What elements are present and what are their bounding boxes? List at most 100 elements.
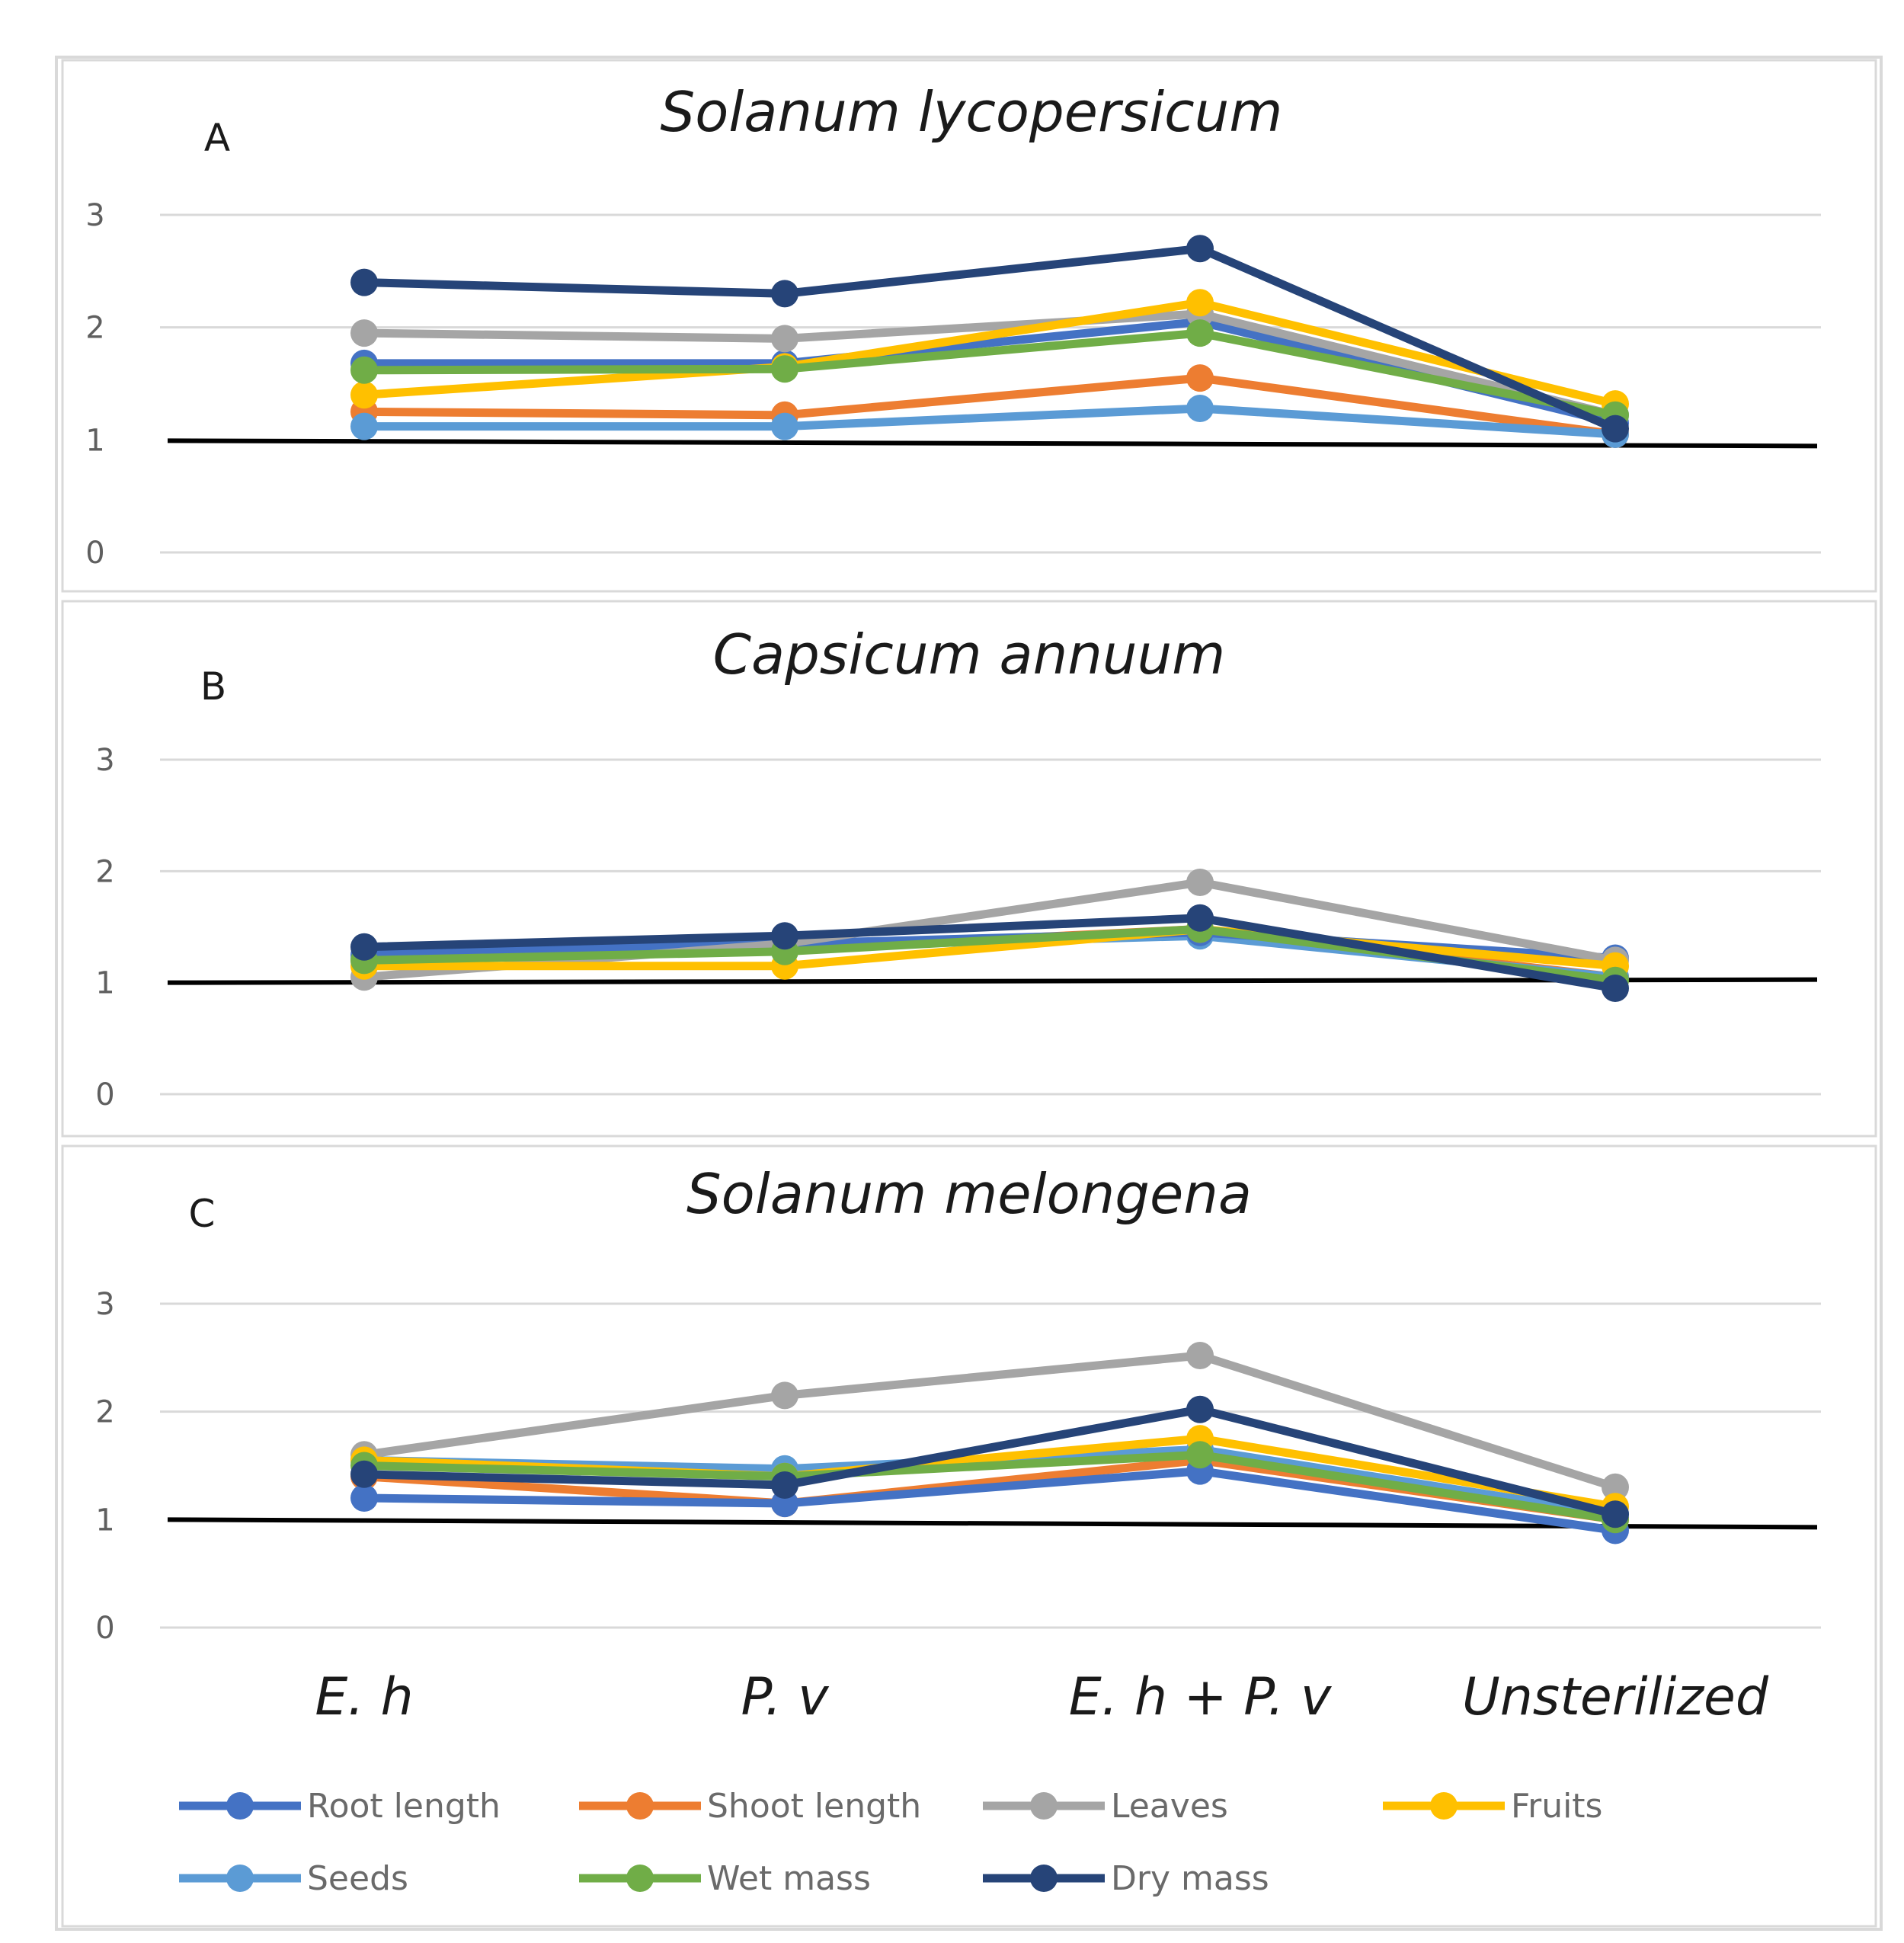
data-point-leaves — [1602, 1473, 1629, 1501]
y-tick-label: 1 — [95, 966, 114, 1001]
data-point-leaves — [771, 1381, 798, 1410]
legend-label: Wet mass — [707, 1859, 871, 1898]
figure-frame — [55, 56, 1883, 1931]
series-line-leaves — [363, 309, 1617, 420]
panel-letter: C — [189, 1192, 216, 1236]
x-category-label: P. v — [741, 1667, 830, 1727]
data-point-dry-mass — [1186, 1395, 1214, 1423]
data-point-dry-mass — [1186, 904, 1214, 932]
data-point-shoot-length — [1186, 364, 1214, 392]
legend-label: Root length — [307, 1787, 501, 1826]
series-line-fruits — [363, 298, 1617, 408]
data-point-seeds — [350, 412, 378, 440]
y-tick-label: 1 — [85, 423, 104, 458]
x-category-label: E. h — [315, 1667, 413, 1727]
data-point-leaves — [1186, 1342, 1214, 1369]
panel-title: Solanum lycopersicum — [661, 80, 1283, 144]
data-point-leaves — [350, 319, 378, 347]
reference-line — [167, 438, 1818, 449]
data-point-fruits — [1186, 289, 1214, 317]
legend-label: Leaves — [1111, 1787, 1228, 1826]
y-tick-label: 3 — [95, 743, 114, 778]
legend-label: Fruits — [1511, 1787, 1602, 1826]
data-point-wet-mass — [771, 355, 798, 383]
data-point-dry-mass — [350, 1460, 378, 1488]
legend-item-root-length: Root length — [179, 1787, 501, 1826]
data-point-fruits — [350, 381, 378, 409]
y-tick-label: 1 — [95, 1503, 114, 1538]
series-dry-mass — [350, 1395, 1629, 1528]
legend-item-dry-mass: Dry mass — [983, 1859, 1269, 1898]
series-dry-mass — [350, 904, 1629, 1002]
legend-label: Seeds — [307, 1859, 408, 1898]
data-point-seeds — [771, 412, 798, 440]
panel-border — [61, 1144, 1877, 1928]
data-point-dry-mass — [1186, 235, 1214, 263]
legend-item-fruits: Fruits — [1383, 1787, 1602, 1826]
data-point-leaves — [1186, 869, 1214, 896]
y-tick-label: 2 — [85, 311, 104, 346]
legend-item-wet-mass: Wet mass — [579, 1859, 871, 1898]
series-line-dry-mass — [363, 914, 1616, 993]
data-point-wet-mass — [1186, 1441, 1214, 1469]
data-point-dry-mass — [1602, 415, 1629, 443]
series-line-shoot-length — [363, 373, 1616, 439]
legend: Root length Shoot length Leaves Fruits Seeds… — [179, 1787, 1602, 1898]
series-line-dry-mass — [363, 1405, 1617, 1519]
y-tick-label: 2 — [95, 1395, 114, 1430]
data-point-dry-mass — [1602, 1500, 1629, 1528]
legend-swatch-marker — [1430, 1792, 1458, 1820]
series-line-seeds — [364, 404, 1616, 439]
panel-letter: A — [204, 116, 230, 160]
legend-swatch-marker — [1030, 1865, 1058, 1892]
legend-swatch-marker — [226, 1792, 254, 1820]
panel-title: Capsicum annuum — [713, 623, 1226, 687]
x-axis-labels: E. h P. v E. h + P. v Unsterilized — [315, 1667, 1769, 1727]
data-point-dry-mass — [771, 922, 798, 950]
data-point-dry-mass — [1602, 975, 1629, 1002]
x-category-label: Unsterilized — [1462, 1667, 1769, 1727]
data-point-wet-mass — [1186, 319, 1214, 347]
legend-swatch-marker — [1030, 1792, 1058, 1820]
y-tick-label: 3 — [95, 1287, 114, 1322]
panel-a: 0 1 2 3 A Solanum lycopersicum — [61, 59, 1877, 593]
data-point-wet-mass — [350, 356, 378, 384]
y-tick-label: 0 — [95, 1611, 114, 1646]
y-tick-label: 3 — [85, 198, 104, 233]
y-tick-label: 2 — [95, 854, 114, 889]
x-category-label: E. h + P. v — [1069, 1667, 1333, 1727]
data-point-seeds — [1186, 395, 1214, 422]
y-tick-label: 0 — [95, 1077, 114, 1112]
legend-swatch-marker — [626, 1865, 654, 1892]
y-tick-label: 0 — [85, 536, 104, 571]
series-seeds — [350, 395, 1629, 448]
data-point-dry-mass — [771, 1471, 798, 1499]
legend-item-leaves: Leaves — [983, 1787, 1228, 1826]
legend-label: Shoot length — [707, 1787, 921, 1826]
panel-border — [61, 600, 1877, 1138]
series-line-wet-mass — [363, 1450, 1616, 1524]
panel-c: 0 1 2 3 C Solanum melongena — [61, 1144, 1877, 1928]
data-point-root-length — [350, 1484, 378, 1512]
panel-title: Solanum melongena — [686, 1162, 1252, 1226]
panel-border — [61, 59, 1877, 593]
panel-letter: B — [200, 664, 226, 709]
series-line-dry-mass — [363, 244, 1618, 433]
legend-swatch-marker — [626, 1792, 654, 1820]
series-line-wet-mass — [363, 328, 1617, 420]
panel-b: 0 1 2 3 B Capsicum annuum — [61, 600, 1877, 1138]
series-line-leaves — [363, 878, 1617, 981]
series-line-leaves — [363, 1351, 1617, 1492]
data-point-dry-mass — [771, 280, 798, 308]
chart-panels: 0 1 2 3 A Solanum lycopersicum 0 1 2 3 B Capsicum a… — [61, 59, 1877, 1928]
legend-label: Dry mass — [1111, 1859, 1269, 1898]
data-point-leaves — [771, 325, 798, 353]
data-point-dry-mass — [350, 933, 378, 961]
legend-swatch-marker — [226, 1865, 254, 1892]
legend-item-shoot-length: Shoot length — [579, 1787, 921, 1826]
series-line-root-length — [363, 1467, 1616, 1535]
reference-line — [167, 1517, 1818, 1530]
data-point-dry-mass — [350, 268, 378, 296]
series-dry-mass — [350, 235, 1629, 443]
